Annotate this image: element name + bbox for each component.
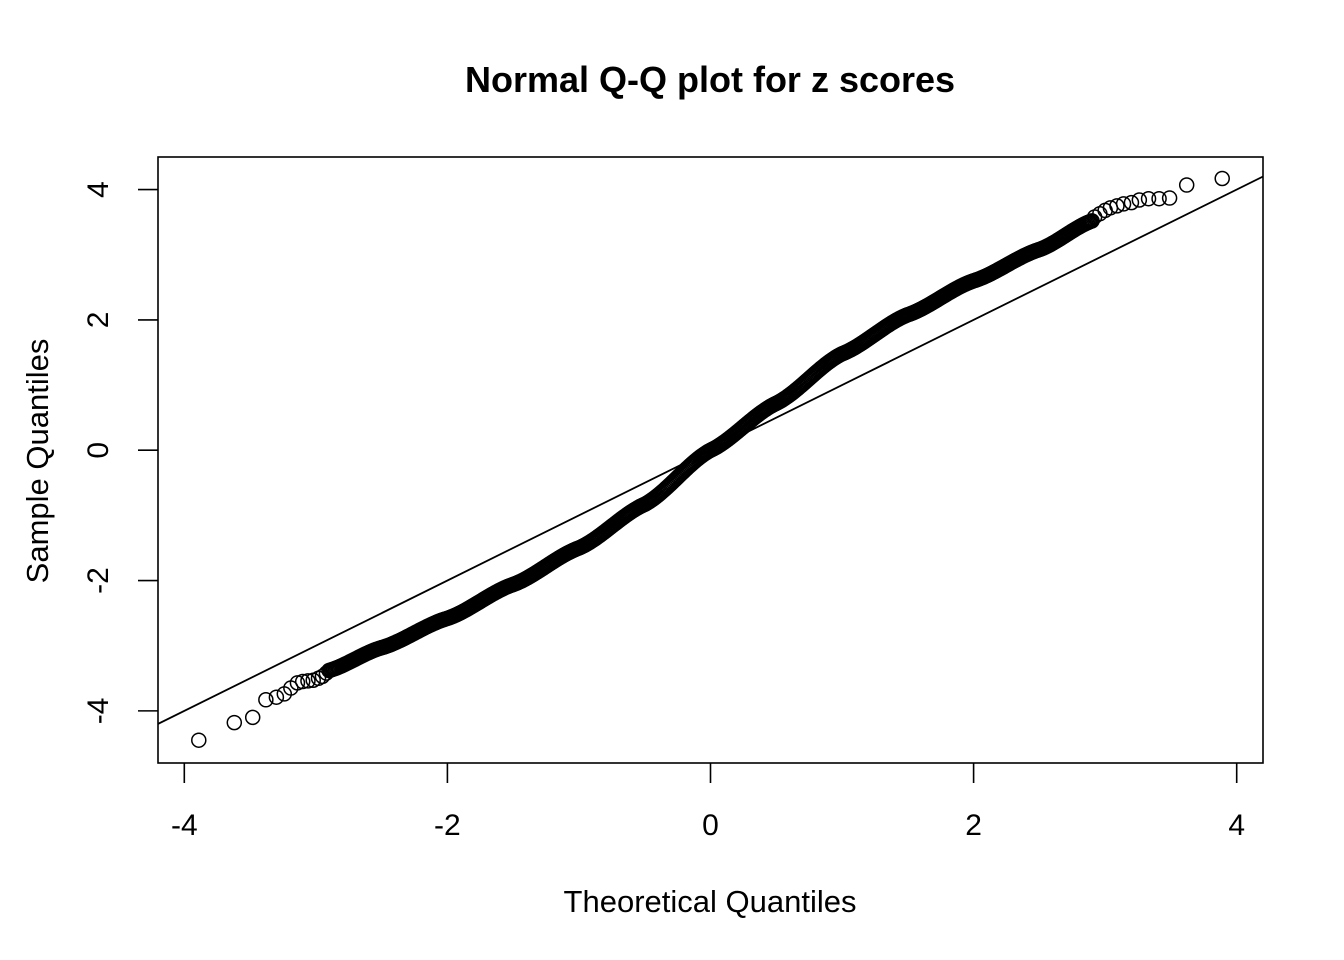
qq-point bbox=[300, 673, 316, 689]
qq-point bbox=[244, 709, 261, 726]
chart-title: Normal Q-Q plot for z scores bbox=[465, 59, 955, 100]
qq-point bbox=[294, 673, 311, 690]
qq-point bbox=[258, 692, 274, 708]
x-tick-label: 4 bbox=[1228, 809, 1245, 842]
qq-point bbox=[1178, 177, 1195, 193]
x-axis: -4 -2 0 2 4 bbox=[171, 763, 1245, 842]
qq-points bbox=[191, 170, 1230, 748]
qq-point bbox=[1131, 192, 1148, 208]
qq-point bbox=[289, 675, 306, 691]
qq-point bbox=[1092, 205, 1108, 222]
qq-point bbox=[314, 668, 331, 685]
y-tick-label: 2 bbox=[82, 312, 115, 329]
qq-point bbox=[1109, 198, 1125, 214]
qq-point bbox=[1161, 190, 1178, 206]
x-axis-label: Theoretical Quantiles bbox=[564, 884, 857, 919]
qq-point bbox=[1214, 170, 1230, 187]
qq-point bbox=[268, 689, 285, 705]
y-tick-label: -4 bbox=[82, 698, 115, 725]
y-axis-label: Sample Quantiles bbox=[20, 339, 55, 584]
y-tick-label: 4 bbox=[82, 181, 115, 198]
x-tick-label: 0 bbox=[702, 809, 719, 842]
qq-point bbox=[1140, 190, 1157, 207]
x-tick-label: -2 bbox=[434, 809, 461, 842]
y-tick-label: 0 bbox=[82, 442, 115, 459]
y-tick-label: -2 bbox=[82, 567, 115, 594]
qq-point bbox=[226, 714, 243, 731]
qq-point bbox=[191, 732, 207, 748]
y-axis: -4 -2 0 2 4 bbox=[82, 181, 158, 724]
x-tick-label: 2 bbox=[965, 809, 982, 842]
qq-point bbox=[1115, 196, 1132, 212]
qq-point bbox=[318, 665, 335, 681]
x-tick-label: -4 bbox=[171, 809, 198, 842]
qq-point bbox=[1123, 194, 1140, 211]
qq-point bbox=[1151, 190, 1167, 207]
